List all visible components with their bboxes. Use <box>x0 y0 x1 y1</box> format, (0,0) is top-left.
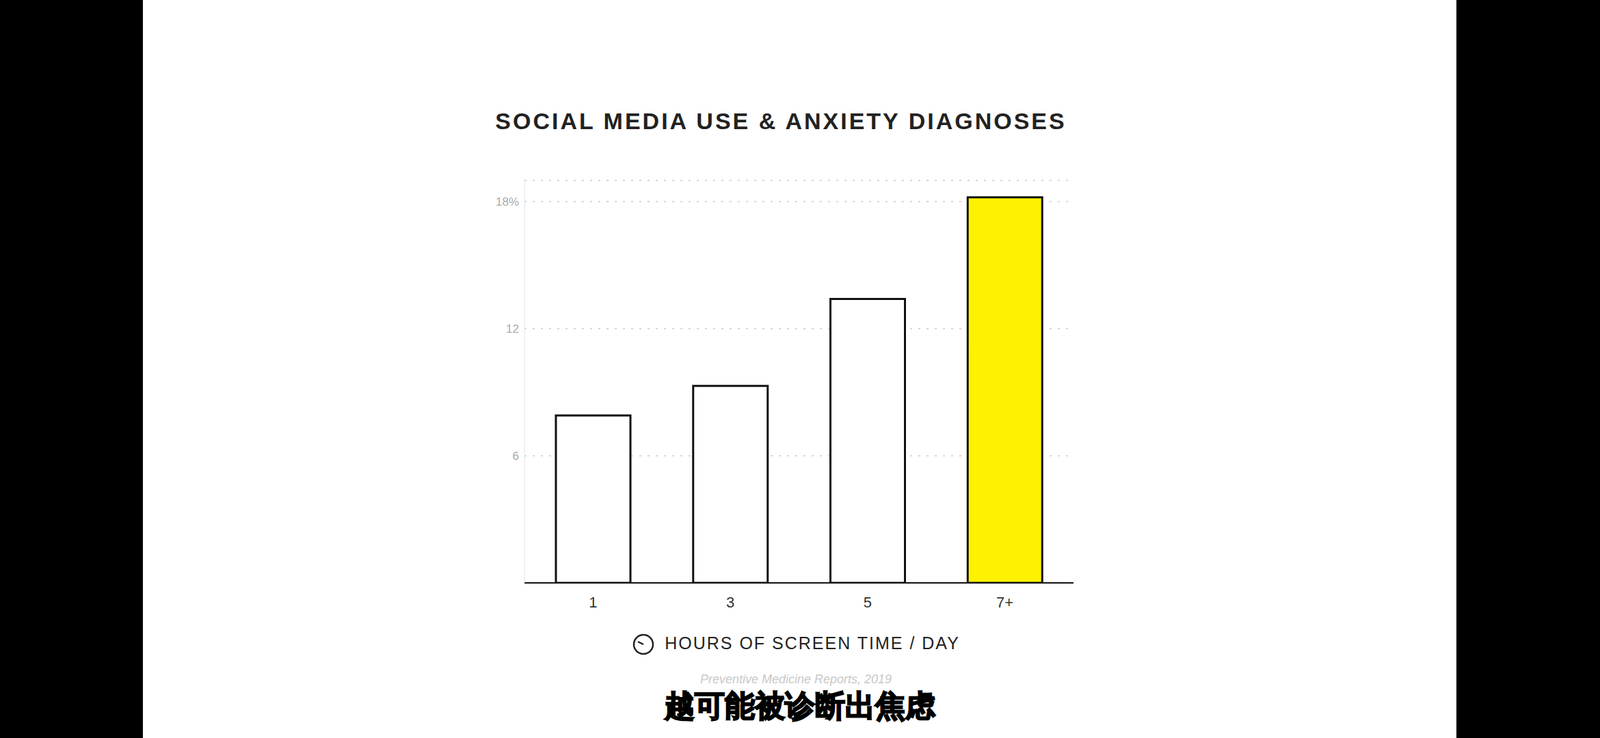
svg-text:12: 12 <box>505 322 519 336</box>
svg-text:3: 3 <box>726 594 735 612</box>
html-text:Preventive Medicine Reports, 2: Preventive Medicine Reports, 2019 <box>700 672 892 687</box>
svg-text:5: 5 <box>863 594 872 612</box>
svg-text:6: 6 <box>512 449 519 463</box>
svg-text:7+: 7+ <box>996 594 1014 612</box>
html-text:越可能被诊断出焦虑: 越可能被诊断出焦虑 <box>664 689 936 723</box>
svg-text:18%: 18% <box>495 195 519 209</box>
html-text:HOURS OF SCREEN TIME / DAY: HOURS OF SCREEN TIME / DAY <box>664 633 960 653</box>
svg-text:1: 1 <box>588 594 597 612</box>
html-text:SOCIAL MEDIA USE & ANXIETY DIA: SOCIAL MEDIA USE & ANXIETY DIAGNOSES <box>495 108 1067 135</box>
